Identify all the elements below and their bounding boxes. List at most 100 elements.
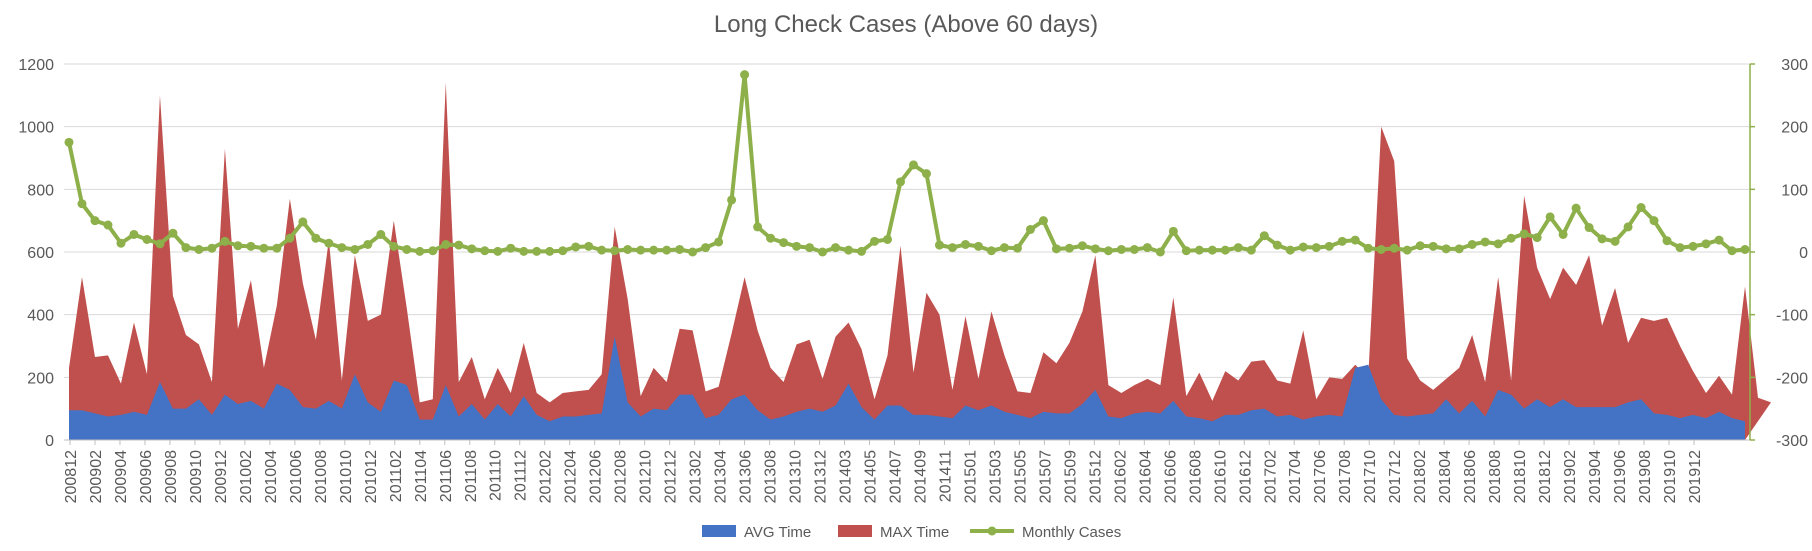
monthly-cases-point (493, 246, 503, 256)
y-left-tick-label: 800 (27, 182, 54, 199)
y-right-tick-label: 200 (1781, 120, 1808, 137)
monthly-cases-point (1363, 243, 1373, 253)
monthly-cases-point (883, 234, 893, 244)
monthly-cases-point (1402, 245, 1412, 255)
x-tick-label: 201806 (1462, 450, 1479, 503)
monthly-cases-point (428, 246, 438, 256)
y-right-tick-label: 300 (1781, 57, 1808, 74)
monthly-cases-point (960, 239, 970, 249)
monthly-cases-point (805, 243, 815, 253)
monthly-cases-point (1545, 212, 1555, 222)
x-tick-label: 201405 (863, 450, 880, 503)
y-right-tick-label: -200 (1776, 370, 1808, 387)
x-tick-label: 201212 (663, 450, 680, 503)
monthly-cases-point (1662, 236, 1672, 246)
monthly-cases-point (1025, 224, 1035, 234)
monthly-cases-line (67, 72, 1746, 254)
monthly-cases-point (1428, 241, 1438, 251)
monthly-cases-point (870, 236, 880, 246)
monthly-cases-point (1727, 246, 1737, 256)
monthly-cases-point (1701, 239, 1711, 249)
x-tick-label: 201202 (538, 450, 555, 503)
monthly-cases-point (1740, 244, 1750, 254)
x-tick-label: 201704 (1287, 450, 1304, 503)
monthly-cases-point (1597, 234, 1607, 244)
x-tick-label: 201206 (588, 450, 605, 503)
monthly-cases-point (246, 241, 256, 251)
monthly-cases-point (64, 137, 74, 147)
y-left-tick-label: 0 (45, 433, 54, 450)
monthly-cases-point (1077, 241, 1087, 251)
monthly-cases-point (1285, 245, 1295, 255)
monthly-cases-point (194, 244, 204, 254)
monthly-cases-point (1090, 244, 1100, 254)
monthly-cases-point (1623, 222, 1633, 232)
monthly-cases-point (298, 217, 308, 227)
monthly-cases-point (1155, 247, 1165, 257)
x-tick-label: 201612 (1237, 450, 1254, 503)
x-tick-label: 201708 (1337, 450, 1354, 503)
monthly-cases-point (1038, 216, 1048, 226)
area-series (69, 82, 1771, 441)
x-tick-label: 201308 (763, 450, 780, 503)
monthly-cases-point (1116, 244, 1126, 254)
x-tick-label: 201606 (1162, 450, 1179, 503)
monthly-cases-point (1441, 244, 1451, 254)
legend-label-monthly: Monthly Cases (1022, 524, 1121, 541)
legend-marker-monthly (987, 526, 997, 536)
monthly-cases-point (1415, 241, 1425, 251)
monthly-cases-point (1688, 241, 1698, 251)
monthly-cases-point (623, 244, 633, 254)
monthly-cases-point (103, 220, 113, 230)
y-right-tick-label: 100 (1781, 182, 1808, 199)
x-tick-label: 201112 (513, 450, 530, 501)
x-tick-label: 201912 (1687, 450, 1704, 503)
monthly-cases-point (77, 199, 87, 209)
x-tick-label: 201501 (962, 450, 979, 503)
monthly-cases-point (1259, 231, 1269, 241)
monthly-cases-point (1233, 243, 1243, 253)
legend-swatch-max (838, 525, 872, 537)
monthly-cases-point (908, 160, 918, 170)
monthly-cases-point (1311, 243, 1321, 253)
monthly-cases-point (1649, 216, 1659, 226)
monthly-cases-point (532, 246, 542, 256)
x-tick-label: 201407 (887, 450, 904, 503)
monthly-cases-point (116, 238, 126, 248)
x-tick-label: 201006 (288, 450, 305, 503)
x-tick-label: 200812 (63, 450, 80, 503)
monthly-cases-point (1467, 239, 1477, 249)
x-tick-label: 200902 (88, 450, 105, 503)
x-tick-label: 201904 (1587, 450, 1604, 503)
monthly-cases-point (1207, 245, 1217, 255)
x-tick-label: 201906 (1612, 450, 1629, 503)
monthly-cases-point (1129, 244, 1139, 254)
monthly-cases-point (1103, 246, 1113, 256)
monthly-cases-point (597, 245, 607, 255)
monthly-cases-point (947, 243, 957, 253)
monthly-cases-point (792, 241, 802, 251)
x-tick-label: 201512 (1087, 450, 1104, 503)
y-right-tick-label: -300 (1776, 433, 1808, 450)
monthly-cases-point (1168, 226, 1178, 236)
max-time-area (69, 82, 1771, 441)
x-tick-label: 201608 (1187, 450, 1204, 503)
monthly-cases-point (1519, 229, 1529, 239)
y-left-tick-label: 200 (27, 370, 54, 387)
monthly-cases-point (337, 243, 347, 253)
x-tick-label: 201102 (388, 450, 405, 502)
x-tick-label: 201706 (1312, 450, 1329, 503)
x-tick-label: 201204 (563, 450, 580, 503)
monthly-cases-point (441, 239, 451, 249)
monthly-cases-point (1272, 240, 1282, 250)
x-tick-label: 201810 (1512, 450, 1529, 503)
monthly-cases-point (285, 233, 295, 243)
monthly-cases-point (1584, 223, 1594, 233)
monthly-cases-point (857, 246, 867, 256)
monthly-cases-point (506, 243, 516, 253)
monthly-cases-point (454, 240, 464, 250)
monthly-cases-point (636, 245, 646, 255)
monthly-cases-point (649, 245, 659, 255)
monthly-cases-point (753, 222, 763, 232)
